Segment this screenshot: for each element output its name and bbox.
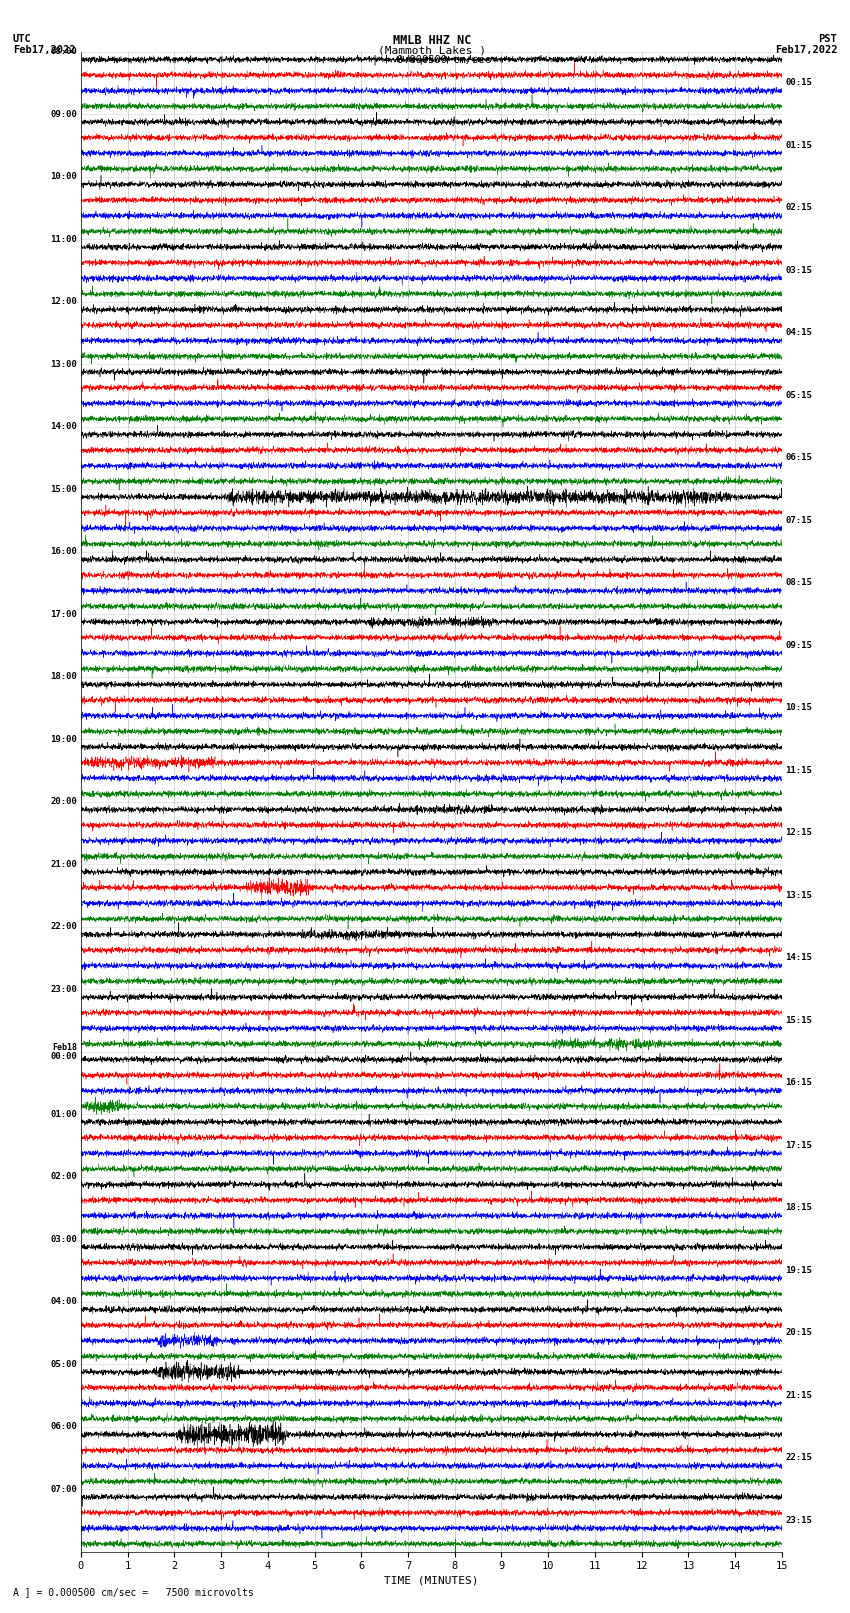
Text: 06:00: 06:00 [50,1423,77,1431]
Text: | = 0.000500 cm/sec: | = 0.000500 cm/sec [372,55,491,66]
Text: 08:15: 08:15 [785,579,813,587]
Text: 07:15: 07:15 [785,516,813,524]
Text: 21:00: 21:00 [50,860,77,869]
Text: 22:00: 22:00 [50,923,77,931]
Text: 03:00: 03:00 [50,1234,77,1244]
Text: UTC: UTC [13,34,31,44]
Text: 19:00: 19:00 [50,734,77,744]
Text: Feb18: Feb18 [52,1042,77,1052]
Text: 11:15: 11:15 [785,766,813,774]
Text: 04:00: 04:00 [50,1297,77,1307]
Text: 16:00: 16:00 [50,547,77,556]
Text: 04:15: 04:15 [785,329,813,337]
Text: 01:15: 01:15 [785,140,813,150]
X-axis label: TIME (MINUTES): TIME (MINUTES) [384,1576,479,1586]
Text: 05:15: 05:15 [785,390,813,400]
Text: 02:15: 02:15 [785,203,813,213]
Text: 06:15: 06:15 [785,453,813,463]
Text: 22:15: 22:15 [785,1453,813,1463]
Text: 09:00: 09:00 [50,110,77,119]
Text: 23:15: 23:15 [785,1516,813,1524]
Text: 21:15: 21:15 [785,1390,813,1400]
Text: 08:00: 08:00 [50,47,77,56]
Text: 07:00: 07:00 [50,1484,77,1494]
Text: 13:15: 13:15 [785,890,813,900]
Text: 10:00: 10:00 [50,173,77,181]
Text: 00:00: 00:00 [50,1052,77,1061]
Text: Feb17,2022: Feb17,2022 [13,45,76,55]
Text: PST: PST [819,34,837,44]
Text: 00:15: 00:15 [785,79,813,87]
Text: 20:15: 20:15 [785,1329,813,1337]
Text: 13:00: 13:00 [50,360,77,369]
Text: 02:00: 02:00 [50,1173,77,1181]
Text: 17:00: 17:00 [50,610,77,619]
Text: 16:15: 16:15 [785,1079,813,1087]
Text: 14:15: 14:15 [785,953,813,963]
Text: 15:00: 15:00 [50,484,77,494]
Text: (Mammoth Lakes ): (Mammoth Lakes ) [377,45,486,55]
Text: 20:00: 20:00 [50,797,77,806]
Text: 19:15: 19:15 [785,1266,813,1274]
Text: 10:15: 10:15 [785,703,813,713]
Text: A ] = 0.000500 cm/sec =   7500 microvolts: A ] = 0.000500 cm/sec = 7500 microvolts [13,1587,253,1597]
Text: 23:00: 23:00 [50,984,77,994]
Text: 17:15: 17:15 [785,1140,813,1150]
Text: Feb17,2022: Feb17,2022 [774,45,837,55]
Text: 01:00: 01:00 [50,1110,77,1119]
Text: 18:00: 18:00 [50,673,77,681]
Text: 05:00: 05:00 [50,1360,77,1369]
Text: 18:15: 18:15 [785,1203,813,1213]
Text: 09:15: 09:15 [785,640,813,650]
Text: 12:15: 12:15 [785,829,813,837]
Text: 15:15: 15:15 [785,1016,813,1024]
Text: MMLB HHZ NC: MMLB HHZ NC [393,34,471,47]
Text: 11:00: 11:00 [50,234,77,244]
Text: 03:15: 03:15 [785,266,813,274]
Text: 14:00: 14:00 [50,423,77,431]
Text: 12:00: 12:00 [50,297,77,306]
